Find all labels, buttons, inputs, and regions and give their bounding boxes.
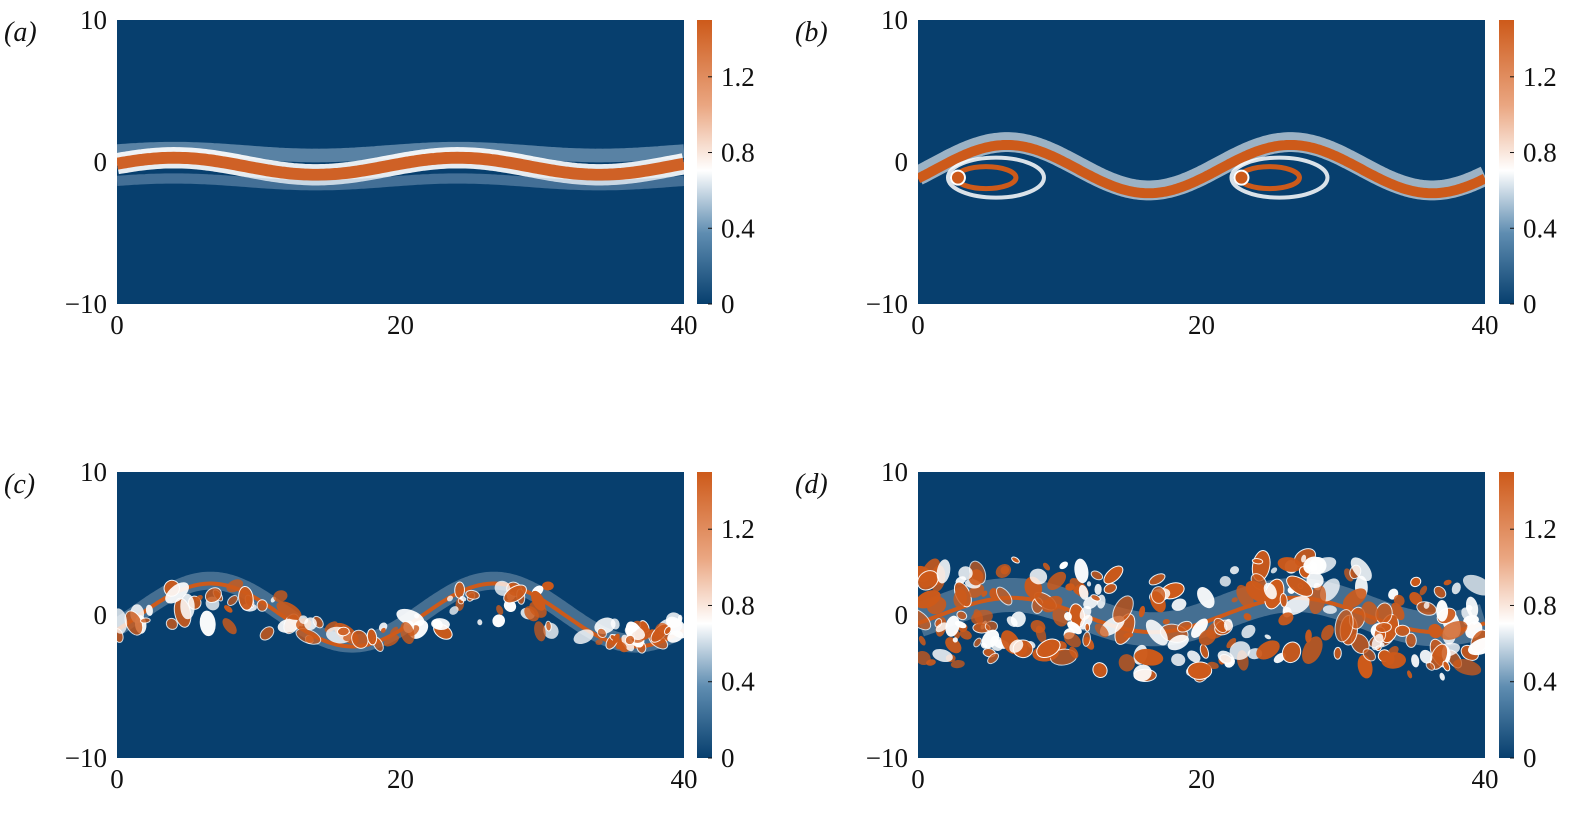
colorbar-tick-label: 1.2 [721, 514, 755, 544]
x-tick-label: 0 [110, 310, 124, 340]
colorbar: 1.2 0.8 0.4 0 [697, 472, 755, 773]
colorbar-gradient [1499, 472, 1514, 758]
x-tick-label: 40 [671, 764, 698, 794]
colorbar-tick-label: 0 [721, 289, 735, 319]
field-background [918, 20, 1485, 304]
y-tick-label: 10 [881, 457, 908, 487]
colorbar-tick-label: 0 [1523, 289, 1537, 319]
colorbar-tick-label: 0.8 [721, 138, 755, 168]
colorbar-tick-label: 1.2 [1523, 62, 1557, 92]
colorbar-tick-label: 1.2 [721, 62, 755, 92]
y-tick-label: 0 [895, 600, 909, 630]
y-tick-label: 10 [80, 5, 107, 35]
x-tick-label: 40 [1472, 310, 1499, 340]
x-tick-label: 0 [911, 764, 925, 794]
colorbar-tick-label: 0.4 [1523, 667, 1557, 697]
x-tick-label: 0 [110, 764, 124, 794]
x-tick-label: 20 [387, 310, 414, 340]
colorbar-tick-label: 1.2 [1523, 514, 1557, 544]
colorbar-gradient [1499, 20, 1514, 304]
y-tick-label: 10 [881, 5, 908, 35]
colorbar-tick-label: 0 [1523, 743, 1537, 773]
panel-label: (c) [4, 469, 35, 500]
field-layer [918, 548, 1485, 683]
y-tick-label: −10 [65, 743, 107, 773]
colorbar-tick-label: 0.8 [721, 590, 755, 620]
colorbar-tick-label: 0.8 [1523, 138, 1557, 168]
field-layer [918, 132, 1485, 201]
panel-label: (a) [4, 17, 37, 48]
field-layer [117, 571, 684, 654]
colorbar-tick-label: 0.4 [721, 667, 755, 697]
x-tick-label: 20 [387, 764, 414, 794]
panel-label: (b) [795, 17, 828, 48]
y-tick-label: 10 [80, 457, 107, 487]
x-tick-label: 40 [671, 310, 698, 340]
colorbar-tick-label: 0.8 [1523, 590, 1557, 620]
y-tick-label: −10 [866, 743, 908, 773]
field-layer [117, 141, 684, 191]
colorbar-tick-label: 0.4 [1523, 213, 1557, 243]
y-tick-label: −10 [65, 289, 107, 319]
y-tick-label: 0 [94, 600, 108, 630]
x-tick-label: 0 [911, 310, 925, 340]
colorbar-gradient [697, 20, 712, 304]
x-tick-label: 40 [1472, 764, 1499, 794]
x-tick-label: 20 [1188, 310, 1215, 340]
colorbar-gradient [697, 472, 712, 758]
y-tick-label: −10 [866, 289, 908, 319]
y-tick-label: 0 [895, 147, 909, 177]
colorbar-tick-label: 0.4 [721, 213, 755, 243]
panel-label: (d) [795, 469, 828, 500]
y-tick-label: 0 [94, 147, 108, 177]
colorbar: 1.2 0.8 0.4 0 [697, 20, 755, 319]
colorbar-tick-label: 0 [721, 743, 735, 773]
colorbar: 1.2 0.8 0.4 0 [1499, 472, 1557, 773]
colorbar: 1.2 0.8 0.4 0 [1499, 20, 1557, 319]
x-tick-label: 20 [1188, 764, 1215, 794]
